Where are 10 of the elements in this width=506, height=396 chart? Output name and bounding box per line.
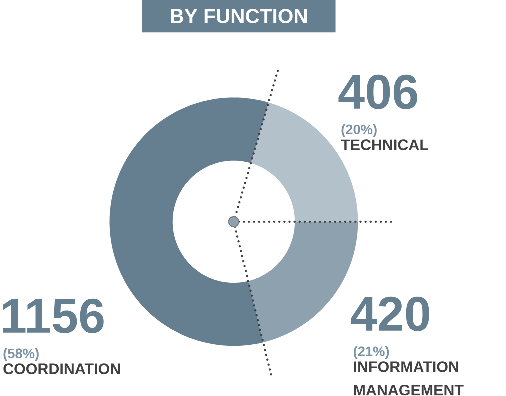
slice-label: INFORMATION MANAGEMENT — [354, 362, 464, 396]
slice-label: TECHNICAL — [341, 140, 428, 151]
chart-title: BY FUNCTION — [171, 9, 307, 24]
text: (58%) — [4, 348, 39, 362]
data-label: 1156 — [3, 299, 104, 334]
text: (20%) — [342, 124, 377, 138]
slice-label: COORDINATION — [4, 364, 120, 375]
text: (21%) — [354, 346, 390, 360]
data-label: 420 — [350, 297, 430, 332]
data-label: 406 — [338, 75, 418, 110]
